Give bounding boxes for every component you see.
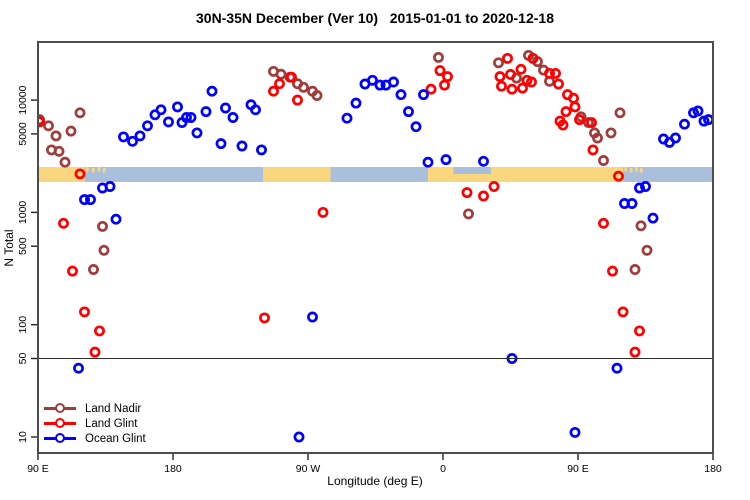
x-tick-label: 180 [704,463,722,475]
x-tick-label: 90 E [27,463,49,475]
legend-label: Land Glint [85,417,138,430]
y-tick-label: 100 [17,316,29,334]
series-land-glint [38,52,645,358]
chart-title: 30N-35N December (Ver 10) 2015-01-01 to … [196,10,554,26]
legend-label: Ocean Glint [85,432,146,445]
x-tick-label: 180 [164,463,182,475]
x-tick-label: 90 W [296,463,321,475]
legend-entry-ocean-glint: Ocean Glint [44,431,146,446]
series-ocean-glint [73,74,713,443]
y-tick-label: 500 [17,237,29,255]
x-tick-label: 90 E [567,463,589,475]
series-land-nadir [38,49,653,275]
x-axis-label: Longitude (deg E) [327,474,423,488]
land-nadir-marker-icon [44,401,76,416]
y-tick-label: 10000 [17,85,29,114]
y-axis-label: N Total [2,229,16,267]
legend: Land Nadir Land Glint Ocean Glint [44,401,146,446]
y-tick-label: 1000 [17,201,29,225]
ocean-glint-marker-icon [44,431,76,446]
legend-entry-land-glint: Land Glint [44,416,146,431]
land-glint-marker-icon [44,416,76,431]
y-tick-label: 5000 [17,122,29,146]
y-tick-label: 10 [17,431,29,443]
x-tick-label: 0 [440,463,446,475]
legend-label: Land Nadir [85,402,142,415]
y-tick-label: 50 [17,353,29,365]
legend-entry-land-nadir: Land Nadir [44,401,146,416]
